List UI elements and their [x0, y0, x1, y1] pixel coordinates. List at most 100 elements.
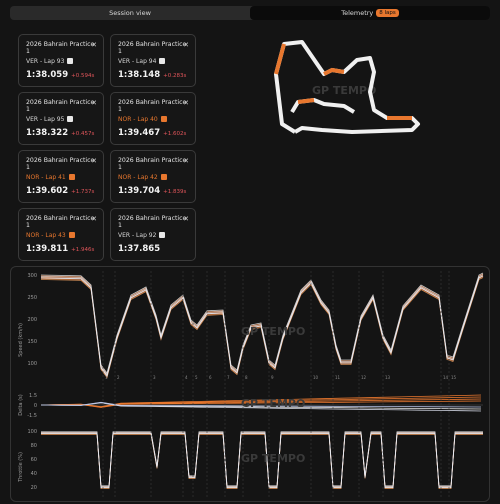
delta-trace — [40, 401, 482, 408]
lap-delta: +0.283s — [163, 73, 187, 79]
speed-tick: 300 — [27, 273, 37, 279]
delta-tick: 1.5 — [29, 393, 37, 399]
close-icon[interactable]: ✕ — [91, 99, 97, 107]
edit-icon[interactable] — [159, 232, 166, 239]
lap-card-session: 2026 Bahrain Practice 1 — [118, 41, 187, 56]
edit-icon[interactable] — [160, 116, 167, 123]
lap-time: 1:38.148 — [118, 70, 161, 80]
edit-icon[interactable] — [67, 58, 74, 65]
lap-card[interactable]: 2026 Bahrain Practice 1 ✕ VER - Lap 92 1:37… — [110, 208, 196, 261]
lap-delta: +1.946s — [71, 247, 95, 253]
speed-trace — [40, 272, 484, 374]
corner-marker-label: 3 — [153, 375, 156, 380]
lap-card[interactable]: 2026 Bahrain Practice 1 ✕ NOR - Lap 43 1:39… — [18, 208, 104, 261]
speed-trace — [40, 275, 484, 377]
corner-marker-label: 10 — [313, 375, 319, 380]
lap-delta: +1.602s — [163, 131, 187, 137]
lap-card-driver-row: NOR - Lap 42 — [118, 174, 188, 181]
lap-card-driver: NOR - Lap 40 — [118, 115, 158, 123]
speed-chart: Speed (km/h) 300 250 200 150 100 GP TEMPO — [18, 272, 484, 379]
throttle-watermark: GP TEMPO — [241, 452, 305, 465]
lap-time: 1:39.811 — [26, 244, 69, 254]
lap-card-time-row: 1:38.059 +0.594s — [26, 70, 94, 80]
throttle-tick: 80 — [31, 443, 37, 449]
lap-card[interactable]: 2026 Bahrain Practice 1 ✕ VER - Lap 93 1:38… — [18, 34, 104, 87]
corner-marker-label: 12 — [361, 375, 367, 380]
lap-card[interactable]: 2026 Bahrain Practice 1 ✕ NOR - Lap 40 1:39… — [110, 92, 196, 145]
track-map: GP TEMPO — [274, 40, 420, 134]
lap-card-session: 2026 Bahrain Practice 1 — [26, 99, 95, 114]
close-icon[interactable]: ✕ — [91, 157, 97, 165]
track-sector-orange-1 — [274, 43, 286, 75]
delta-tick: 0 — [34, 403, 37, 409]
close-icon[interactable]: ✕ — [183, 99, 189, 107]
tab-telemetry-label: Telemetry — [341, 9, 374, 17]
edit-icon[interactable] — [159, 58, 166, 65]
close-icon[interactable]: ✕ — [183, 157, 189, 165]
throttle-y-ticks: 100 80 60 40 20 — [27, 429, 37, 491]
tab-session-view[interactable]: Session view — [109, 9, 151, 17]
throttle-traces — [41, 431, 483, 489]
corner-markers: 1 2 3 4 5 6 7 8 9 10 11 12 13 14 15 — [102, 271, 457, 499]
close-icon[interactable]: ✕ — [183, 41, 189, 49]
edit-icon[interactable] — [68, 232, 75, 239]
delta-chart: Delta (s) 1.5 0 -1.5 GP TEMPO — [18, 393, 483, 419]
corner-marker-label: 7 — [227, 375, 230, 380]
edit-icon[interactable] — [68, 174, 75, 181]
lap-card[interactable]: 2026 Bahrain Practice 1 ✕ VER - Lap 94 1:38… — [110, 34, 196, 87]
track-sector-orange-2 — [323, 67, 345, 76]
lap-time: 1:39.467 — [118, 128, 161, 138]
throttle-tick: 60 — [31, 457, 37, 463]
lap-card-driver: VER - Lap 93 — [26, 57, 65, 65]
close-icon[interactable]: ✕ — [183, 215, 189, 223]
speed-watermark: GP TEMPO — [241, 325, 305, 338]
svg-text:GP TEMPO: GP TEMPO — [312, 84, 376, 97]
speed-y-ticks: 300 250 200 150 100 — [27, 273, 37, 367]
lap-card-session: 2026 Bahrain Practice 1 — [26, 41, 95, 56]
close-icon[interactable]: ✕ — [91, 215, 97, 223]
edit-icon[interactable] — [160, 174, 167, 181]
throttle-trace — [41, 433, 483, 488]
speed-tick: 100 — [27, 361, 37, 367]
lap-card-session: 2026 Bahrain Practice 1 — [118, 99, 187, 114]
lap-time: 1:39.602 — [26, 186, 69, 196]
lap-card-time-row: 1:39.704 +1.839s — [118, 186, 186, 196]
lap-card-session: 2026 Bahrain Practice 1 — [118, 215, 187, 230]
close-icon[interactable]: ✕ — [91, 41, 97, 49]
lap-card[interactable]: 2026 Bahrain Practice 1 ✕ VER - Lap 95 1:38… — [18, 92, 104, 145]
laps-count-badge: 8 laps — [376, 9, 399, 17]
edit-icon[interactable] — [67, 116, 74, 123]
delta-axis-label: Delta (s) — [18, 394, 24, 415]
lap-card[interactable]: 2026 Bahrain Practice 1 ✕ NOR - Lap 41 1:39… — [18, 150, 104, 203]
lap-card-driver: NOR - Lap 41 — [26, 173, 66, 181]
lap-card-driver: NOR - Lap 42 — [118, 173, 158, 181]
lap-card-time-row: 1:39.602 +1.737s — [26, 186, 94, 196]
throttle-tick: 40 — [31, 471, 37, 477]
lap-card-driver-row: NOR - Lap 40 — [118, 116, 188, 123]
speed-tick: 250 — [27, 295, 37, 301]
corner-marker-label: 6 — [209, 375, 212, 380]
lap-card-session: 2026 Bahrain Practice 1 — [26, 215, 95, 230]
tab-telemetry[interactable]: Telemetry 8 laps — [250, 6, 490, 20]
track-inner-orange — [297, 98, 315, 104]
lap-card-driver: VER - Lap 95 — [26, 115, 65, 123]
delta-watermark: GP TEMPO — [241, 397, 305, 410]
lap-delta: +0.594s — [71, 73, 95, 79]
lap-card-driver: VER - Lap 94 — [118, 57, 157, 65]
lap-card-driver-row: NOR - Lap 41 — [26, 174, 96, 181]
corner-marker-label: 11 — [335, 375, 341, 380]
corner-marker-label: 8 — [245, 375, 248, 380]
track-outline — [274, 40, 420, 134]
corner-marker-label: 4 — [185, 375, 188, 380]
lap-card[interactable]: 2026 Bahrain Practice 1 ✕ NOR - Lap 42 1:39… — [110, 150, 196, 203]
corner-marker-label: 9 — [271, 375, 274, 380]
delta-trace — [40, 402, 482, 412]
lap-card-time-row: 1:37.865 — [118, 244, 163, 254]
speed-trace — [40, 273, 484, 375]
lap-card-time-row: 1:39.467 +1.602s — [118, 128, 186, 138]
lap-time: 1:38.059 — [26, 70, 69, 80]
lap-card-time-row: 1:39.811 +1.946s — [26, 244, 94, 254]
lap-card-session: 2026 Bahrain Practice 1 — [118, 157, 187, 172]
lap-card-driver-row: NOR - Lap 43 — [26, 232, 96, 239]
